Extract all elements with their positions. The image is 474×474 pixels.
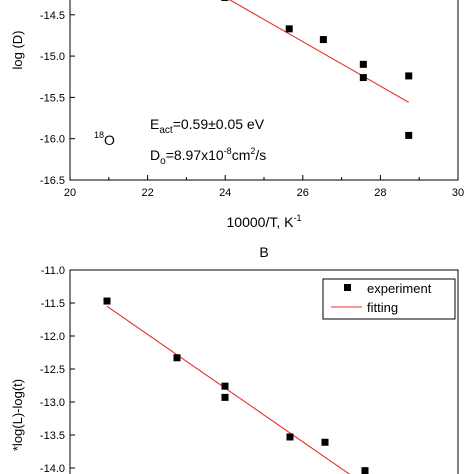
- panel-a-x-tick-label: 24: [219, 187, 231, 199]
- panel-b-data-points: [103, 297, 369, 474]
- d0-mantissa: =8.97x10: [166, 147, 224, 163]
- legend: experiment fitting: [322, 278, 456, 320]
- panel-a-y-tick-label: -15.0: [40, 51, 65, 63]
- pre-exponential-label: Do=8.97x10-8cm2/s: [150, 146, 266, 167]
- panel-b-y-tick-label: -13.0: [40, 397, 65, 409]
- panel-b-y-tick-label: -13.5: [40, 430, 65, 442]
- panel-b-y-tick-label: -14.0: [40, 463, 65, 474]
- panel-a-fit-line: [228, 0, 409, 103]
- d0-subscript: o: [160, 156, 166, 167]
- panel-a-x-ticks: 20 22 24 26 28 30: [64, 175, 464, 199]
- d0-unit: cm: [232, 147, 251, 163]
- panel-b-data-point: [221, 382, 229, 390]
- panel-a-x-tick-label: 26: [297, 187, 309, 199]
- panel-b-y-tick-label: -11.0: [41, 265, 65, 277]
- panel-a-x-tick-label: 22: [141, 187, 153, 199]
- d0-symbol: D: [150, 147, 160, 163]
- panel-b-data-point: [321, 438, 329, 446]
- panel-a-data-point: [221, 0, 229, 1]
- d0-unit-exponent: 2: [250, 146, 255, 156]
- panel-a-y-tick-label: -15.5: [40, 92, 65, 104]
- panel-a-x-tick-label: 20: [64, 187, 76, 199]
- panel-a-xlabel-exponent: -1: [293, 213, 301, 223]
- panel-a-y-ticks: -14.5 -15.0 -15.5 -16.0 -16.5: [40, 10, 75, 187]
- panel-a-data-point: [359, 60, 367, 68]
- panel-b-data-point: [286, 433, 294, 441]
- panel-b: B *log(L)-log(t) -11.0 -11.5 -12.0 -12.5 -13…: [10, 244, 459, 474]
- isotope-mass-number: 18: [94, 130, 104, 140]
- panel-b-y-ticks: -11.0 -11.5 -12.0 -12.5 -13.0 -13.5 -14.0: [40, 265, 75, 474]
- panel-b-data-point: [103, 297, 111, 305]
- panel-a-data-point: [405, 72, 413, 80]
- eact-value: =0.59±0.05 eV: [173, 116, 265, 132]
- panel-b-plot-frame: [69, 269, 459, 474]
- legend-experiment-marker: [344, 284, 351, 291]
- panel-b-y-tick-label: -12.5: [40, 364, 65, 376]
- panel-b-y-tick-label: -12.0: [40, 331, 65, 343]
- panel-a-y-tick-label: -16.0: [40, 134, 65, 146]
- panel-b-fit-line: [106, 305, 351, 474]
- panel-a-y-tick-label: -14.5: [40, 10, 65, 22]
- panel-a-data-point: [359, 74, 367, 82]
- panel-a-data-points: [221, 0, 413, 139]
- activation-energy-label: Eact=0.59±0.05 eV: [150, 116, 265, 136]
- isotope-element: O: [104, 132, 115, 148]
- panel-a: log (D) -14.5 -15.0 -15.5 -16.0 -16.5 20 22 24…: [10, 0, 464, 230]
- panel-a-data-point: [319, 36, 327, 44]
- panel-b-ylabel: *log(L)-log(t): [10, 379, 25, 451]
- panel-a-y-tick-label: -16.5: [40, 175, 65, 187]
- panel-a-ylabel: log (D): [10, 30, 25, 69]
- panel-a-x-tick-label: 28: [374, 187, 386, 199]
- isotope-label: 18O: [94, 130, 115, 148]
- legend-experiment-label: experiment: [367, 281, 432, 296]
- eact-symbol: E: [150, 116, 159, 132]
- panel-b-data-point: [361, 467, 369, 474]
- legend-fitting-label: fitting: [367, 300, 398, 315]
- panel-a-xlabel-main: 10000/T, K: [227, 214, 295, 230]
- panel-b-data-point: [173, 354, 181, 362]
- panel-b-data-point: [221, 393, 229, 401]
- d0-unit-tail: /s: [255, 147, 266, 163]
- panel-b-label: B: [259, 244, 268, 260]
- panel-a-xlabel: 10000/T, K-1: [227, 213, 302, 230]
- panel-a-data-point: [405, 131, 413, 139]
- panel-b-y-tick-label: -11.5: [41, 298, 65, 310]
- eact-subscript: act: [159, 125, 173, 136]
- panel-a-data-point: [285, 25, 293, 33]
- panel-a-x-tick-label: 30: [452, 187, 464, 199]
- panel-a-plot-frame: [69, 0, 459, 181]
- d0-exponent: -8: [224, 146, 232, 156]
